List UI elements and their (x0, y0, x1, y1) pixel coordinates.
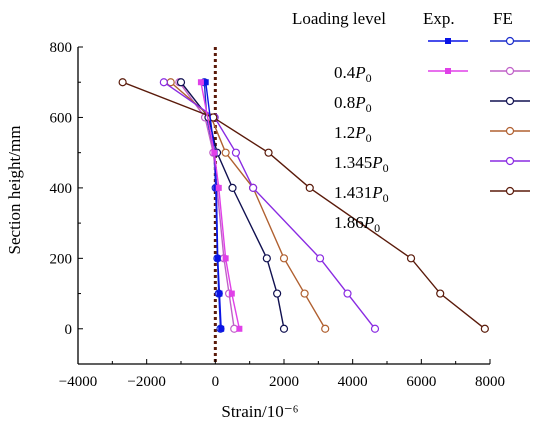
legend-label: 1.86P0 (334, 213, 380, 235)
exp-data-point (236, 325, 243, 332)
y-tick-label: 0 (65, 322, 73, 338)
x-tick-label: −2000 (127, 374, 165, 390)
x-tick-label: 4000 (338, 374, 368, 390)
exp-data-point (218, 325, 225, 332)
legend-exp-marker (445, 38, 451, 44)
y-axis: 0 200 400 600 800 (50, 40, 83, 338)
fe-data-point (436, 289, 445, 298)
fe-data-point (118, 78, 127, 87)
legend-label: 0.8P0 (334, 93, 372, 115)
fe-data-point (262, 254, 271, 263)
x-tick-label: −4000 (59, 374, 97, 390)
exp-data-point (228, 290, 235, 297)
legend-header-level: Loading level (292, 9, 386, 28)
x-tick-label: 6000 (406, 374, 436, 390)
legend-label: 1.345P0 (334, 153, 389, 175)
fe-data-point (343, 289, 352, 298)
fe-series-4 (159, 78, 380, 333)
x-tick-label: 8000 (475, 374, 505, 390)
exp-data-point (202, 79, 209, 86)
legend-fe-marker (505, 36, 515, 46)
legend-label: 1.431P0 (334, 183, 389, 205)
legend-label: 1.2P0 (334, 123, 372, 145)
y-tick-label: 400 (50, 181, 73, 197)
fe-series-line (163, 81, 376, 330)
fe-data-point (305, 183, 314, 192)
fe-data-point (273, 289, 282, 298)
fe-data-point (231, 148, 241, 157)
fe-data-point (315, 254, 325, 263)
fe-data-point (249, 183, 258, 192)
series-layer (118, 78, 489, 333)
legend-fe-marker (505, 66, 515, 76)
x-tick-label: 0 (212, 374, 220, 390)
y-tick-label: 600 (50, 110, 73, 126)
x-axis: −4000 −2000 0 2000 4000 6000 8000 (59, 359, 505, 390)
fe-data-point (228, 183, 237, 192)
legend-label: 0.4P0 (334, 63, 372, 85)
y-tick-label: 800 (50, 40, 73, 56)
exp-data-point (222, 255, 229, 262)
exp-data-point (216, 290, 223, 297)
exp-series-line (205, 82, 222, 329)
fe-data-point (279, 254, 289, 263)
exp-series-1 (197, 79, 243, 332)
fe-series-3 (166, 78, 330, 333)
plot-frame (77, 47, 490, 365)
legend-fe-marker (505, 126, 515, 136)
fe-data-point (406, 254, 416, 263)
fe-data-point (221, 148, 230, 157)
fe-data-point (159, 78, 168, 87)
legend-fe-marker (505, 96, 515, 106)
fe-data-point (300, 289, 309, 298)
fe-data-point (279, 324, 289, 333)
legend-header-exp: Exp. (423, 9, 455, 28)
legend-fe-marker (505, 156, 515, 166)
fe-data-point (321, 324, 330, 333)
legend-exp-marker (445, 68, 451, 74)
legend-fe-marker (505, 186, 515, 196)
legend: Loading level Exp. FE 0.4P0 0.8P0 1.2P0 1.3… (292, 9, 530, 235)
fe-data-point (480, 324, 489, 333)
fe-data-point (264, 148, 273, 157)
exp-data-point (214, 255, 221, 262)
fe-data-point (176, 78, 186, 87)
fe-series-5 (118, 78, 489, 333)
y-axis-label: Section height/mm (5, 126, 24, 255)
exp-series-line (200, 82, 241, 329)
exp-data-point (211, 149, 218, 156)
x-axis-label: Strain/10⁻⁶ (221, 402, 298, 421)
x-tick-label: 2000 (269, 374, 299, 390)
y-tick-label: 200 (50, 251, 73, 267)
legend-entries: 0.4P0 0.8P0 1.2P0 1.345P0 1.431P0 1.86P0 (334, 36, 530, 235)
exp-data-point (215, 184, 222, 191)
fe-data-point (370, 324, 380, 333)
legend-header-fe: FE (493, 9, 513, 28)
exp-data-point (197, 79, 204, 86)
